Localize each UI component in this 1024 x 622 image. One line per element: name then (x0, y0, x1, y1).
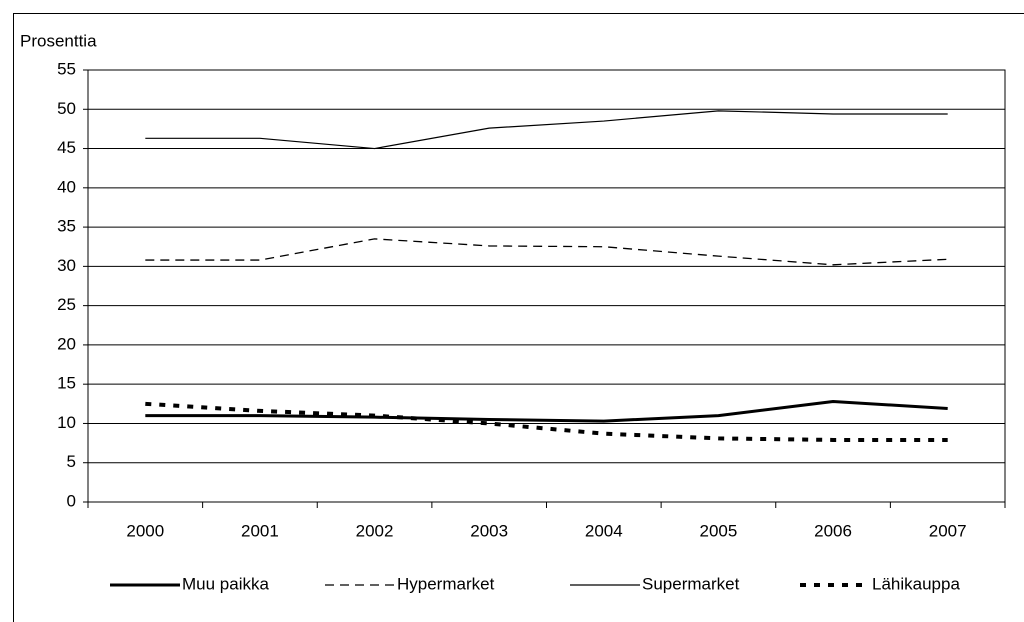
y-tick-label: 5 (67, 452, 76, 471)
chart-frame (13, 13, 1024, 622)
x-tick-label: 2006 (814, 521, 852, 540)
x-tick-label: 2007 (929, 521, 967, 540)
y-tick-label: 10 (57, 413, 76, 432)
x-tick-label: 2004 (585, 521, 623, 540)
x-tick-label: 2001 (241, 521, 279, 540)
legend-label: Muu paikka (182, 574, 269, 593)
legend-label: Supermarket (642, 574, 740, 593)
y-tick-label: 25 (57, 295, 76, 314)
x-tick-label: 2003 (470, 521, 508, 540)
x-tick-label: 2002 (356, 521, 394, 540)
y-tick-label: 40 (57, 177, 76, 196)
y-tick-label: 15 (57, 374, 76, 393)
y-axis-label: Prosenttia (20, 31, 97, 50)
y-tick-label: 30 (57, 256, 76, 275)
y-tick-label: 55 (57, 59, 76, 78)
x-tick-label: 2000 (126, 521, 164, 540)
legend-label: Hypermarket (397, 574, 495, 593)
y-tick-label: 50 (57, 99, 76, 118)
line-series (145, 110, 948, 150)
legend-label: Lähikauppa (872, 574, 960, 593)
y-tick-label: 45 (57, 138, 76, 157)
y-tick-label: 35 (57, 217, 76, 236)
x-tick-label: 2005 (700, 521, 738, 540)
y-tick-label: 20 (57, 334, 76, 353)
y-tick-label: 0 (67, 491, 76, 510)
line-series (145, 399, 948, 423)
